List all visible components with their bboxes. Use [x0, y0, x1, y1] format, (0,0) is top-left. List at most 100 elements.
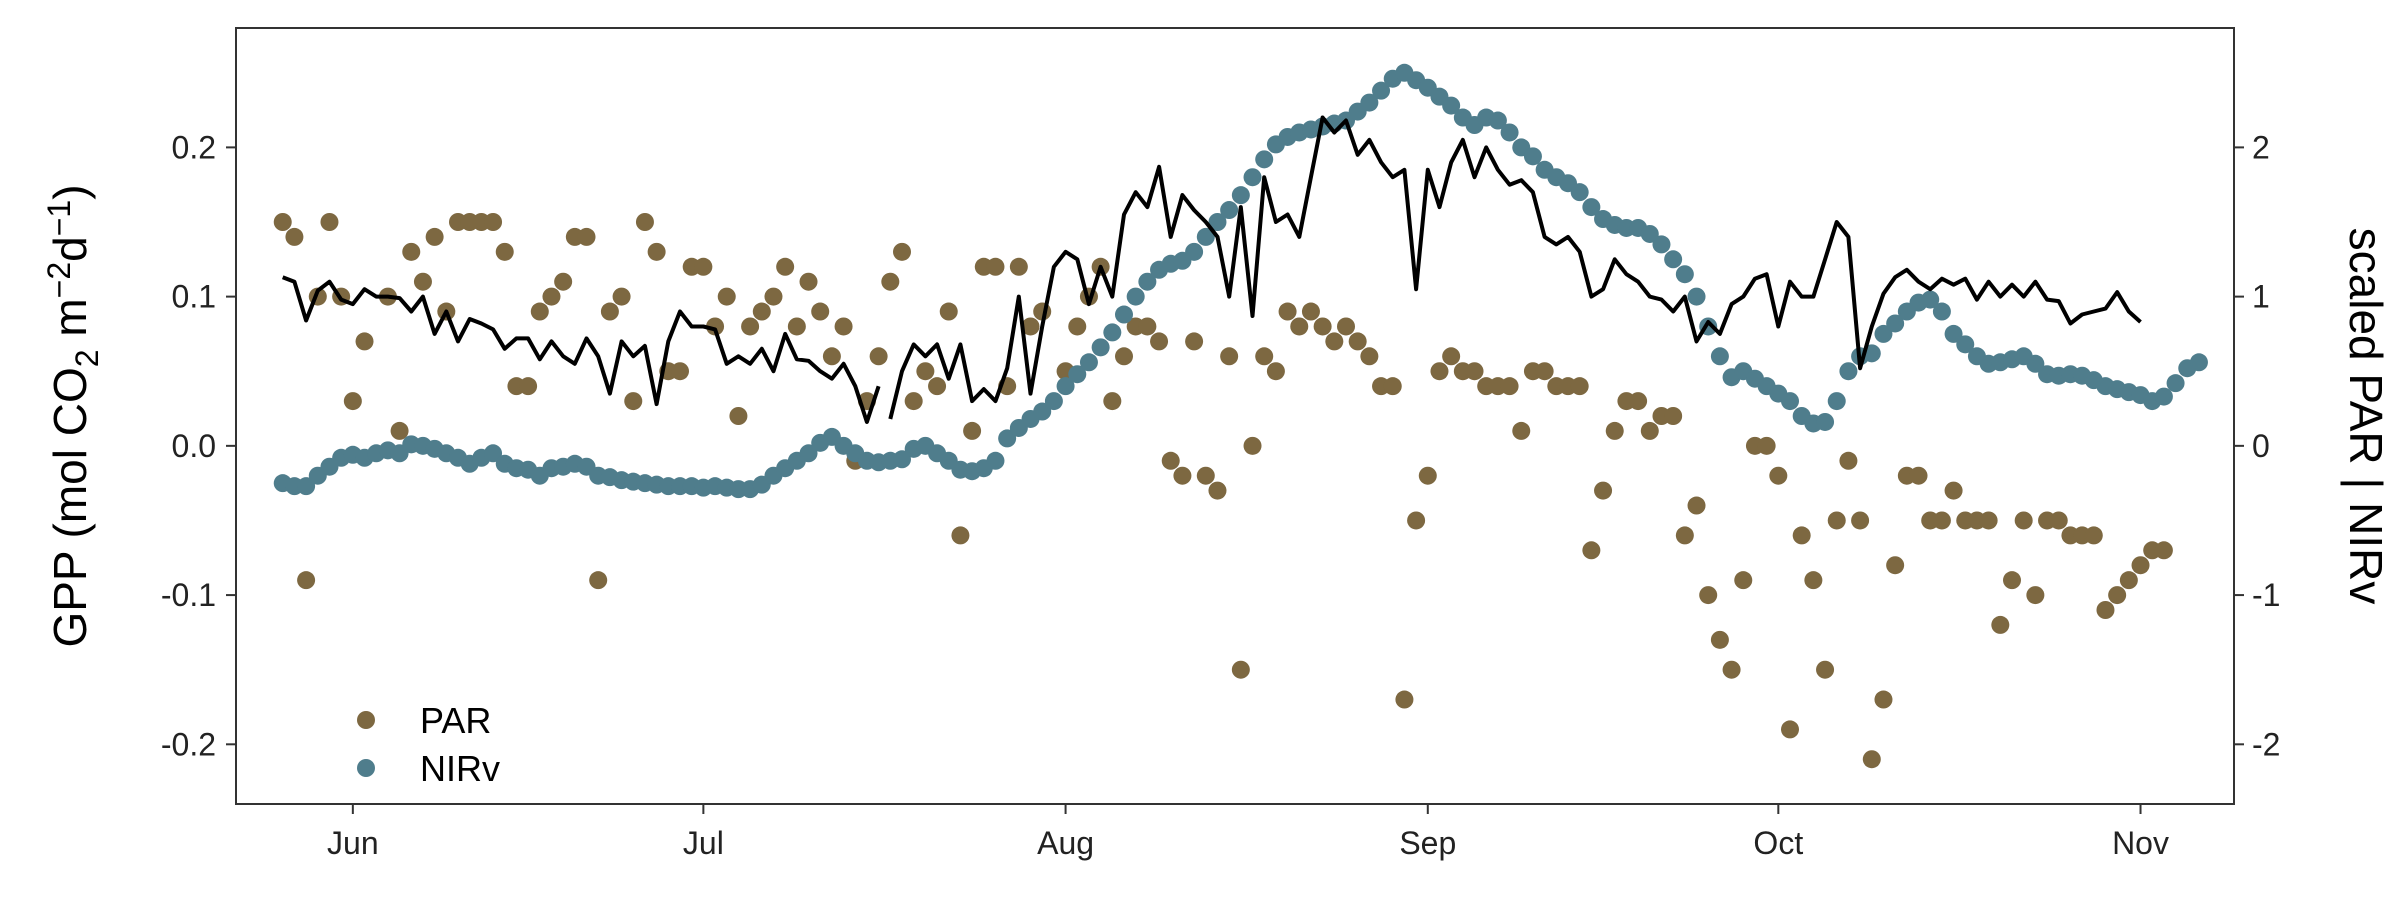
nirv-point: [1500, 123, 1519, 142]
y-axis-left-title: GPP (mol CO2 m−2d−1): [41, 184, 105, 647]
nirv-point: [1687, 287, 1706, 306]
par-point: [1991, 615, 2010, 634]
nirv-point: [1138, 272, 1157, 291]
par-point: [495, 242, 514, 261]
par-point: [986, 257, 1005, 276]
par-point: [1629, 392, 1648, 411]
par-point: [2154, 541, 2173, 560]
par-point: [1173, 466, 1192, 485]
y-left-tick-label: -0.1: [161, 577, 216, 613]
par-point: [1769, 466, 1788, 485]
par-point: [1395, 690, 1414, 709]
par-point: [752, 302, 771, 321]
nirv-point: [1570, 183, 1589, 202]
nirv-point: [1231, 186, 1250, 205]
par-point: [2026, 586, 2045, 605]
par-point: [1640, 421, 1659, 440]
x-tick-label: Jul: [683, 825, 724, 861]
par-point: [413, 272, 432, 291]
par-point: [1827, 511, 1846, 530]
par-point: [402, 242, 421, 261]
par-point: [1337, 317, 1355, 336]
par-point: [822, 347, 841, 366]
legend-key-nirv: [357, 759, 375, 777]
par-point: [939, 302, 958, 321]
par-point: [1757, 436, 1776, 455]
par-point: [1874, 690, 1893, 709]
par-point: [577, 227, 596, 246]
par-point: [484, 213, 503, 231]
par-point: [1664, 407, 1683, 425]
x-tick-label: Nov: [2112, 825, 2169, 861]
par-point: [1465, 362, 1484, 381]
par-point: [2003, 571, 2021, 590]
nirv-point: [986, 451, 1005, 470]
nirv-point: [297, 477, 316, 496]
nirv-point: [1126, 287, 1145, 306]
par-point: [1932, 511, 1951, 530]
y-right-tick-label: 2: [2252, 129, 2270, 165]
par-point: [1009, 257, 1028, 276]
nirv-point: [1243, 168, 1262, 187]
nirv-point: [1827, 392, 1846, 411]
par-point: [425, 227, 444, 246]
y-right-tick-label: 1: [2252, 279, 2270, 315]
par-point: [343, 392, 362, 411]
par-point: [612, 287, 631, 306]
y-axis-right-title: scaled PAR | NIRv: [2340, 228, 2392, 605]
par-point: [2131, 556, 2150, 575]
x-tick-label: Jun: [327, 825, 379, 861]
par-point: [542, 287, 561, 306]
x-axis: Jun Jul Aug Sep Oct Nov: [327, 804, 2169, 861]
nirv-point: [998, 429, 1017, 448]
series-layer: [273, 63, 2208, 769]
par-point: [729, 407, 748, 425]
par-point: [1255, 347, 1274, 366]
par-point: [1325, 332, 1344, 351]
nirv-point: [1056, 377, 1075, 396]
nirv-point: [2166, 374, 2185, 393]
par-point: [741, 317, 760, 336]
par-point: [320, 213, 339, 231]
par-point: [1699, 586, 1718, 605]
par-point: [273, 213, 292, 231]
par-point: [1687, 496, 1706, 515]
par-point: [951, 526, 970, 545]
par-point: [600, 302, 619, 321]
y-axis-left-title-part: −2: [41, 262, 77, 298]
y-axis-right: 2 1 0 -1 -2: [2234, 129, 2280, 762]
par-point: [1360, 347, 1379, 366]
par-point: [1582, 541, 1601, 560]
par-point: [530, 302, 549, 321]
par-point: [811, 302, 830, 321]
nirv-point: [1033, 402, 1052, 421]
par-point: [554, 272, 573, 291]
par-point: [1161, 451, 1180, 470]
par-point: [1792, 526, 1811, 545]
par-point: [1150, 332, 1169, 351]
par-point: [1710, 630, 1729, 649]
par-point: [297, 571, 316, 590]
par-point: [1909, 466, 1928, 485]
nirv-point: [1360, 93, 1379, 112]
legend-key-par: [357, 711, 375, 729]
nirv-point: [1488, 111, 1507, 130]
par-point: [1266, 362, 1285, 381]
par-point: [1313, 317, 1332, 336]
par-point: [1301, 302, 1320, 321]
par-point: [671, 362, 689, 381]
gpp-line: [281, 115, 2142, 424]
par-point: [1196, 466, 1215, 485]
nirv-point: [1442, 96, 1461, 115]
nirv-point: [1115, 305, 1133, 324]
par-point: [624, 392, 643, 411]
par-point: [1886, 556, 1905, 575]
par-point: [1500, 377, 1519, 396]
nirv-point: [1079, 353, 1098, 372]
nirv-point: [1874, 324, 1893, 343]
par-point: [1407, 511, 1426, 530]
par-point: [1208, 481, 1227, 500]
par-point: [928, 377, 947, 396]
nirv-point: [1185, 242, 1204, 261]
nirv-point: [1220, 201, 1239, 220]
